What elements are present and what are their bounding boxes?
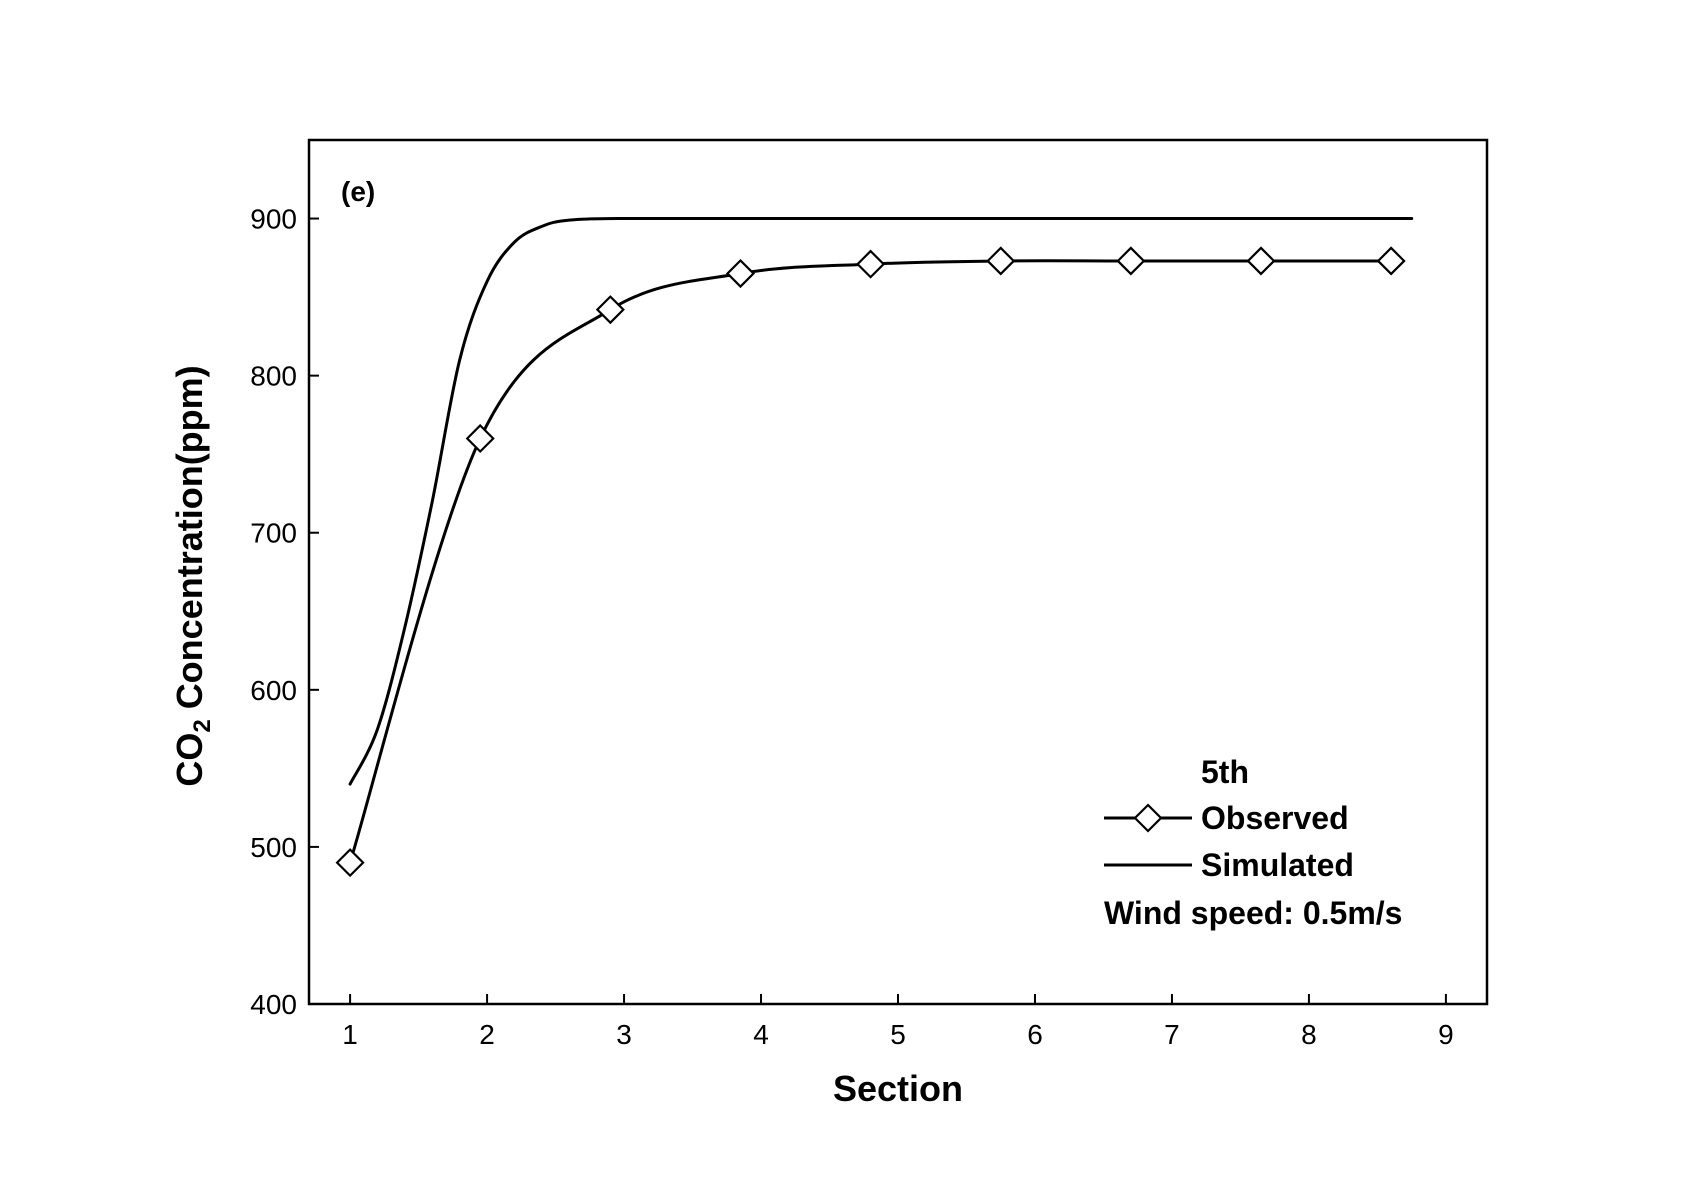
data-point-observed: [595, 295, 625, 325]
panel-label: (e): [341, 176, 375, 207]
y-tick-label: 600: [250, 675, 297, 706]
legend-marker-observed: [1133, 803, 1163, 833]
y-axis-title-main: CO: [169, 733, 210, 787]
y-axis-title-subscript: 2: [189, 719, 216, 732]
data-point-observed: [335, 848, 365, 878]
y-axis-title: CO2 Concentration(ppm): [169, 365, 216, 786]
x-tick-label: 5: [890, 1019, 906, 1050]
x-tick-label: 6: [1027, 1019, 1043, 1050]
series-line-observed: [348, 259, 1393, 865]
legend: 5th Observed Simulated Wind speed: 0.5m/…: [1104, 754, 1402, 931]
x-tick-label: 3: [616, 1019, 632, 1050]
x-tick-label: 2: [479, 1019, 495, 1050]
x-tick-label: 4: [753, 1019, 769, 1050]
series-layer: [348, 216, 1414, 865]
y-tick-label: 800: [250, 361, 297, 392]
series-line-simulated: [348, 216, 1414, 786]
x-tick-label: 8: [1301, 1019, 1317, 1050]
x-axis-title: Section: [833, 1068, 963, 1109]
x-tick-label: 7: [1164, 1019, 1180, 1050]
data-point-observed: [856, 249, 886, 279]
x-tick-label: 9: [1438, 1019, 1454, 1050]
legend-label-observed: Observed: [1201, 800, 1349, 836]
y-axis-ticks: 400 500 600 700 800 900: [250, 204, 319, 1020]
data-point-observed: [1246, 246, 1276, 276]
marker-layer: [335, 246, 1406, 878]
legend-note-wind-speed: Wind speed: 0.5m/s: [1104, 895, 1402, 931]
data-point-observed: [1376, 246, 1406, 276]
data-point-observed: [465, 423, 495, 454]
x-axis-ticks: 1 2 3 4 5 6 7 8 9: [342, 994, 1454, 1050]
y-tick-label: 400: [250, 989, 297, 1020]
legend-label-simulated: Simulated: [1201, 847, 1354, 883]
legend-title: 5th: [1201, 754, 1249, 790]
y-tick-label: 700: [250, 518, 297, 549]
data-point-observed: [725, 258, 756, 289]
y-tick-label: 500: [250, 832, 297, 863]
y-axis-title-rest: Concentration(ppm): [169, 365, 210, 719]
y-tick-label: 900: [250, 204, 297, 235]
data-point-observed: [1116, 246, 1146, 276]
x-tick-label: 1: [342, 1019, 358, 1050]
data-point-observed: [986, 246, 1016, 276]
